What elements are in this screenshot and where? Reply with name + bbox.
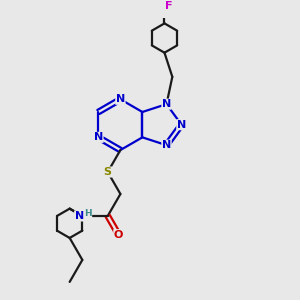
Text: F: F [165,1,173,10]
Text: N: N [94,132,103,142]
Text: O: O [114,230,123,240]
Text: N: N [75,211,84,221]
Text: H: H [84,209,92,218]
Text: S: S [104,167,112,177]
Text: N: N [177,120,186,130]
Text: N: N [162,99,171,109]
Text: N: N [116,94,125,104]
Text: N: N [162,140,171,150]
